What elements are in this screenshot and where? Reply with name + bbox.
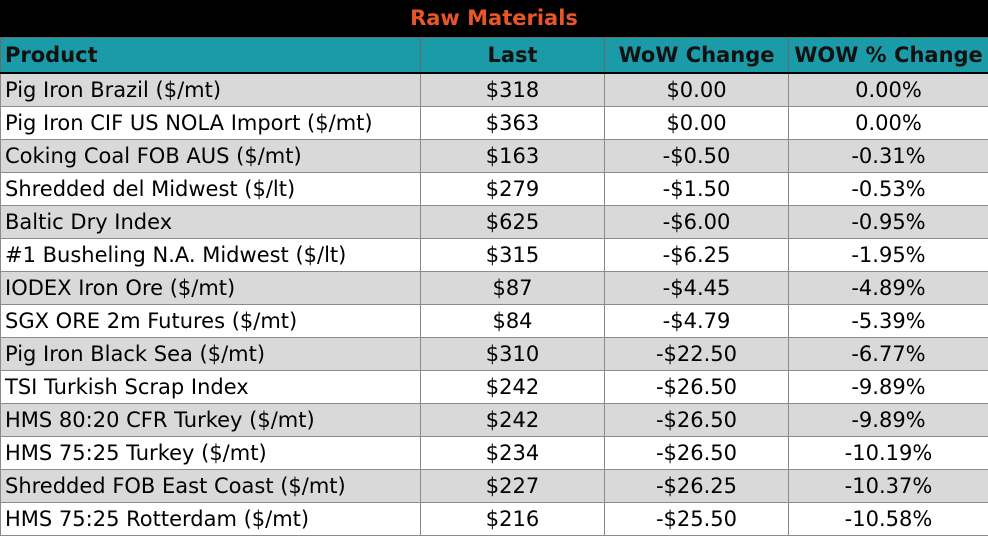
wow-change-cell: -$26.50 [605,404,789,437]
table-row: HMS 80:20 CFR Turkey ($/mt)$242-$26.50-9… [1,404,988,437]
last-cell: $625 [421,206,605,239]
product-cell: Pig Iron Black Sea ($/mt) [1,338,421,371]
last-cell: $242 [421,371,605,404]
table-row: Coking Coal FOB AUS ($/mt)$163-$0.50-0.3… [1,140,988,173]
product-cell: IODEX Iron Ore ($/mt) [1,272,421,305]
wow-change-cell: -$0.50 [605,140,789,173]
last-cell: $318 [421,73,605,107]
last-cell: $242 [421,404,605,437]
wow-pct-change-cell: -10.37% [789,470,988,503]
last-cell: $279 [421,173,605,206]
product-cell: SGX ORE 2m Futures ($/mt) [1,305,421,338]
last-cell: $310 [421,338,605,371]
product-cell: TSI Turkish Scrap Index [1,371,421,404]
product-cell: Coking Coal FOB AUS ($/mt) [1,140,421,173]
wow-pct-change-cell: -9.89% [789,404,988,437]
header-row: Product Last WoW Change WOW % Change [1,38,988,74]
wow-pct-change-cell: -0.53% [789,173,988,206]
last-cell: $87 [421,272,605,305]
wow-change-cell: -$4.79 [605,305,789,338]
product-cell: Baltic Dry Index [1,206,421,239]
wow-pct-change-cell: -5.39% [789,305,988,338]
product-cell: Pig Iron Brazil ($/mt) [1,73,421,107]
wow-change-cell: -$22.50 [605,338,789,371]
wow-change-cell: -$26.25 [605,470,789,503]
product-cell: HMS 75:25 Rotterdam ($/mt) [1,503,421,536]
wow-change-cell: $0.00 [605,107,789,140]
table-row: SGX ORE 2m Futures ($/mt)$84-$4.79-5.39% [1,305,988,338]
last-cell: $84 [421,305,605,338]
last-cell: $315 [421,239,605,272]
wow-change-cell: -$26.50 [605,371,789,404]
wow-change-cell: -$25.50 [605,503,789,536]
raw-materials-table: Product Last WoW Change WOW % Change Pig… [0,37,988,536]
table-header: Product Last WoW Change WOW % Change [1,38,988,74]
header-wow-pct-change: WOW % Change [789,38,988,74]
table-row: #1 Busheling N.A. Midwest ($/lt)$315-$6.… [1,239,988,272]
last-cell: $234 [421,437,605,470]
wow-pct-change-cell: -10.19% [789,437,988,470]
table-row: Shredded FOB East Coast ($/mt)$227-$26.2… [1,470,988,503]
product-cell: Pig Iron CIF US NOLA Import ($/mt) [1,107,421,140]
wow-change-cell: $0.00 [605,73,789,107]
product-cell: #1 Busheling N.A. Midwest ($/lt) [1,239,421,272]
wow-change-cell: -$1.50 [605,173,789,206]
table-row: HMS 75:25 Rotterdam ($/mt)$216-$25.50-10… [1,503,988,536]
last-cell: $216 [421,503,605,536]
table-row: HMS 75:25 Turkey ($/mt)$234-$26.50-10.19… [1,437,988,470]
wow-pct-change-cell: -1.95% [789,239,988,272]
wow-change-cell: -$4.45 [605,272,789,305]
wow-pct-change-cell: 0.00% [789,73,988,107]
wow-pct-change-cell: -0.95% [789,206,988,239]
wow-pct-change-cell: -10.58% [789,503,988,536]
header-wow-change: WoW Change [605,38,789,74]
wow-change-cell: -$26.50 [605,437,789,470]
product-cell: Shredded del Midwest ($/lt) [1,173,421,206]
wow-pct-change-cell: -9.89% [789,371,988,404]
table-title: Raw Materials [0,0,988,37]
wow-pct-change-cell: -6.77% [789,338,988,371]
table-row: Baltic Dry Index$625-$6.00-0.95% [1,206,988,239]
product-cell: HMS 80:20 CFR Turkey ($/mt) [1,404,421,437]
wow-pct-change-cell: -0.31% [789,140,988,173]
product-cell: Shredded FOB East Coast ($/mt) [1,470,421,503]
wow-pct-change-cell: 0.00% [789,107,988,140]
last-cell: $163 [421,140,605,173]
header-product: Product [1,38,421,74]
table-row: Pig Iron Black Sea ($/mt)$310-$22.50-6.7… [1,338,988,371]
table-row: Shredded del Midwest ($/lt)$279-$1.50-0.… [1,173,988,206]
header-last: Last [421,38,605,74]
table-row: TSI Turkish Scrap Index$242-$26.50-9.89% [1,371,988,404]
table-row: IODEX Iron Ore ($/mt)$87-$4.45-4.89% [1,272,988,305]
last-cell: $227 [421,470,605,503]
product-cell: HMS 75:25 Turkey ($/mt) [1,437,421,470]
wow-change-cell: -$6.00 [605,206,789,239]
wow-change-cell: -$6.25 [605,239,789,272]
table-row: Pig Iron CIF US NOLA Import ($/mt)$363$0… [1,107,988,140]
last-cell: $363 [421,107,605,140]
wow-pct-change-cell: -4.89% [789,272,988,305]
